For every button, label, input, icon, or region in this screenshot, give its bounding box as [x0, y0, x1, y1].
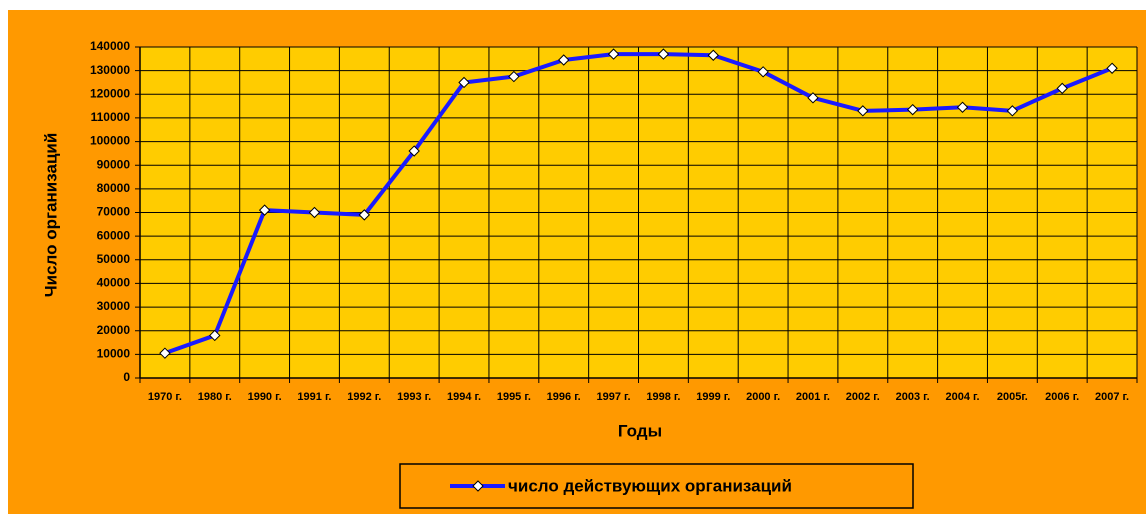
legend-marker: [472, 480, 484, 492]
x-tick-label: 1999 г.: [696, 391, 730, 403]
x-tick-label: 2000 г.: [746, 391, 780, 403]
data-point: [408, 145, 420, 157]
x-tick-label: 1997 г.: [597, 391, 631, 403]
x-tick-label: 2007 г.: [1095, 391, 1129, 403]
y-tick-label: 90000: [97, 157, 131, 171]
y-tick-label: 110000: [91, 110, 131, 124]
data-point: [258, 204, 271, 216]
data-point: [508, 70, 520, 83]
x-axis-title: Годы: [618, 421, 662, 440]
y-tick-label: 20000: [97, 323, 131, 337]
data-point: [558, 54, 570, 66]
x-tick-label: 1995 г.: [497, 391, 531, 403]
data-point: [757, 66, 769, 78]
data-point: [1056, 82, 1068, 95]
x-tick-label: 1970 г.: [148, 391, 182, 403]
data-point: [358, 209, 371, 221]
y-tick-label: 120000: [90, 86, 130, 100]
y-tick-label: 130000: [90, 63, 130, 77]
data-point: [1106, 62, 1118, 74]
y-tick-label: 140000: [90, 39, 130, 53]
x-tick-label: 1994 г.: [447, 391, 481, 403]
x-tick-label: 1996 г.: [547, 391, 581, 403]
data-point: [707, 49, 719, 61]
data-point: [607, 48, 620, 60]
x-tick-label: 1991 г.: [297, 391, 331, 403]
legend-box: [399, 463, 914, 509]
y-axis-title: Число организаций: [41, 133, 60, 298]
y-tick-label: 60000: [97, 228, 131, 242]
x-tick-label: 2006 г.: [1045, 391, 1079, 403]
y-tick-label: 40000: [97, 276, 131, 290]
x-tick-label: 2002 г.: [846, 391, 880, 403]
y-tick-label: 70000: [97, 205, 131, 219]
y-tick-label: 50000: [97, 252, 131, 266]
data-point: [209, 329, 221, 342]
y-tick-label: 0: [123, 370, 130, 384]
x-tick-label: 2003 г.: [896, 391, 930, 403]
x-tick-label: 1980 г.: [198, 391, 232, 403]
data-point: [657, 48, 670, 60]
y-tick-label: 30000: [97, 299, 131, 313]
data-point: [308, 206, 321, 219]
data-point: [159, 347, 171, 359]
data-point: [458, 76, 470, 89]
x-tick-label: 2005г.: [997, 391, 1028, 403]
y-tick-label: 100000: [90, 134, 130, 148]
data-point: [807, 92, 819, 104]
data-line: [164, 52, 1113, 356]
data-point: [857, 105, 869, 117]
legend-label: число действующих организаций: [508, 476, 792, 495]
x-tick-label: 2001 г.: [796, 391, 830, 403]
x-tick-label: 1998 г.: [646, 391, 680, 403]
data-point: [1006, 105, 1019, 117]
x-tick-label: 1992 г.: [347, 391, 381, 403]
y-tick-label: 10000: [97, 347, 131, 361]
y-tick-label: 80000: [97, 181, 131, 195]
x-tick-label: 1993 г.: [397, 391, 431, 403]
data-point: [906, 103, 919, 116]
x-tick-label: 1990 г.: [248, 391, 282, 403]
x-tick-label: 2004 г.: [945, 391, 979, 403]
data-point: [956, 101, 969, 113]
